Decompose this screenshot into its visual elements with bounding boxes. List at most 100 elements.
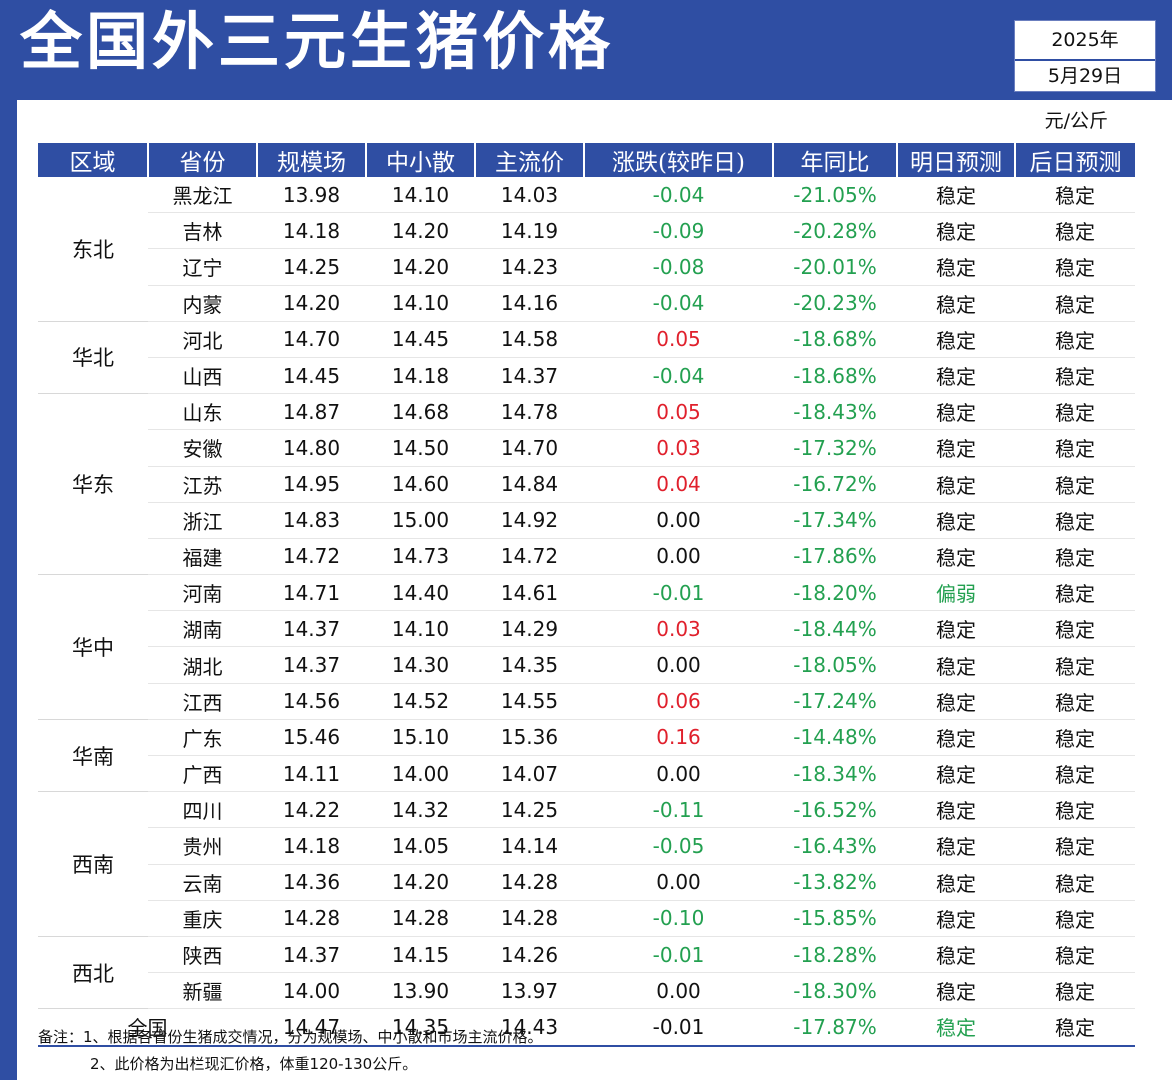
mainstream-cell: 14.29 <box>475 610 584 648</box>
date-day: 5月29日 <box>1047 65 1123 87</box>
table-row: 浙江 14.83 15.00 14.92 0.00 -17.34% 稳定 稳定 <box>38 502 1135 539</box>
yoy-cell: -16.52% <box>773 791 897 829</box>
region-cell: 华东 <box>38 393 148 576</box>
header-forecast-tomorrow: 明日预测 <box>896 143 1015 177</box>
forecast-next-cell: 稳定 <box>1015 466 1135 503</box>
mainstream-cell: 14.23 <box>475 248 584 286</box>
national-label-cell: 全国 <box>38 1008 257 1047</box>
table-row: 华北 河北 14.70 14.45 14.58 0.05 -18.68% 稳定 稳定 <box>38 321 1135 395</box>
table-row: 新疆 14.00 13.90 13.97 0.00 -18.30% 稳定 稳定 <box>38 972 1135 1010</box>
small-farm-cell: 14.73 <box>366 538 475 576</box>
forecast-tomorrow-cell: 稳定 <box>897 538 1015 576</box>
mainstream-cell: 14.61 <box>475 574 584 612</box>
mainstream-cell: 14.72 <box>475 538 584 576</box>
table-row: 辽宁 14.25 14.20 14.23 -0.08 -20.01% 稳定 稳定 <box>38 248 1135 286</box>
table-row: 东北 黑龙江 13.98 14.10 14.03 -0.04 -21.05% 稳定 稳定 <box>38 177 1135 322</box>
mainstream-cell: 14.35 <box>475 646 584 684</box>
province-cell: 湖北 <box>148 646 257 684</box>
yoy-cell: -18.43% <box>773 393 897 431</box>
change-cell: 0.06 <box>584 683 773 720</box>
small-farm-cell: 14.10 <box>366 285 475 322</box>
yoy-cell: -17.86% <box>773 538 897 576</box>
yoy-cell: -18.34% <box>773 755 897 793</box>
yoy-cell: -13.82% <box>773 864 897 901</box>
province-cell: 广东 <box>148 719 257 757</box>
forecast-next-cell: 稳定 <box>1015 864 1135 901</box>
forecast-tomorrow-cell: 稳定 <box>897 248 1015 286</box>
province-cell: 河南 <box>148 574 257 612</box>
small-farm-cell: 15.00 <box>366 502 475 539</box>
forecast-next-cell: 稳定 <box>1015 285 1135 322</box>
province-cell: 吉林 <box>148 212 257 250</box>
forecast-next-cell: 稳定 <box>1015 357 1135 395</box>
price-table: 区域 省份 规模场 中小散 主流价 涨跌(较昨日) 年同比 明日预测 后日预测 … <box>38 143 1135 1047</box>
small-farm-cell: 14.30 <box>366 646 475 684</box>
small-farm-cell: 14.18 <box>366 357 475 395</box>
table-row: 云南 14.36 14.20 14.28 0.00 -13.82% 稳定 稳定 <box>38 864 1135 901</box>
yoy-cell: -20.23% <box>773 285 897 322</box>
province-cell: 辽宁 <box>148 248 257 286</box>
forecast-next-cell: 稳定 <box>1015 791 1135 829</box>
province-cell: 新疆 <box>148 972 257 1010</box>
yoy-cell: -18.30% <box>773 972 897 1010</box>
forecast-next-cell: 稳定 <box>1015 755 1135 793</box>
forecast-tomorrow-cell: 稳定 <box>897 972 1015 1010</box>
yoy-cell: -17.32% <box>773 429 897 467</box>
province-cell: 广西 <box>148 755 257 793</box>
mainstream-cell: 13.97 <box>475 972 584 1010</box>
forecast-next-cell: 稳定 <box>1015 574 1135 612</box>
mainstream-cell: 14.19 <box>475 212 584 250</box>
date-year: 2025年 <box>1015 21 1155 61</box>
forecast-next-cell: 稳定 <box>1015 900 1135 937</box>
yoy-cell: -14.48% <box>773 719 897 757</box>
yoy-cell: -18.68% <box>773 321 897 358</box>
large-farm-cell: 14.18 <box>257 827 366 865</box>
large-farm-cell: 15.46 <box>257 719 366 757</box>
large-farm-cell: 14.25 <box>257 248 366 286</box>
national-forecast-tomorrow-cell: 稳定 <box>1015 1008 1135 1047</box>
forecast-tomorrow-cell: 稳定 <box>897 610 1015 648</box>
forecast-next-cell: 稳定 <box>1015 212 1135 250</box>
change-cell: 0.00 <box>584 538 773 576</box>
change-cell: 0.00 <box>584 864 773 901</box>
province-cell: 黑龙江 <box>148 177 257 214</box>
yoy-cell: -18.68% <box>773 357 897 395</box>
small-farm-cell: 14.32 <box>366 791 475 829</box>
region-cell: 华中 <box>38 574 148 720</box>
table-row: 江苏 14.95 14.60 14.84 0.04 -16.72% 稳定 稳定 <box>38 466 1135 503</box>
small-farm-cell: 13.90 <box>366 972 475 1010</box>
province-cell: 四川 <box>148 791 257 829</box>
table-row: 吉林 14.18 14.20 14.19 -0.09 -20.28% 稳定 稳定 <box>38 212 1135 250</box>
forecast-tomorrow-cell: 稳定 <box>897 791 1015 829</box>
large-farm-cell: 14.28 <box>257 900 366 937</box>
national-change-cell: -17.87% <box>773 1008 897 1047</box>
small-farm-cell: 14.10 <box>366 177 475 214</box>
forecast-next-cell: 稳定 <box>1015 248 1135 286</box>
large-farm-cell: 14.22 <box>257 791 366 829</box>
small-farm-cell: 14.00 <box>366 755 475 793</box>
national-yoy-cell: 稳定 <box>897 1008 1015 1047</box>
mainstream-cell: 14.55 <box>475 683 584 720</box>
region-cell: 华北 <box>38 321 148 395</box>
mainstream-cell: 14.28 <box>475 864 584 901</box>
forecast-tomorrow-cell: 稳定 <box>897 683 1015 720</box>
mainstream-cell: 14.84 <box>475 466 584 503</box>
forecast-next-cell: 稳定 <box>1015 429 1135 467</box>
small-farm-cell: 14.20 <box>366 212 475 250</box>
forecast-tomorrow-cell: 偏弱 <box>897 574 1015 612</box>
header-change: 涨跌(较昨日) <box>583 143 773 177</box>
table-row: 重庆 14.28 14.28 14.28 -0.10 -15.85% 稳定 稳定 <box>38 900 1135 937</box>
mainstream-cell: 14.14 <box>475 827 584 865</box>
large-farm-cell: 14.20 <box>257 285 366 322</box>
change-cell: -0.10 <box>584 900 773 937</box>
mainstream-cell: 15.36 <box>475 719 584 757</box>
table-row: 西南 四川 14.22 14.32 14.25 -0.11 -16.52% 稳定 稳定 <box>38 791 1135 937</box>
note-1: 备注：1、根据各省份生猪成交情况，分为规模场、中小散和市场主流价格。 <box>38 1028 543 1046</box>
forecast-tomorrow-cell: 稳定 <box>897 357 1015 395</box>
mainstream-cell: 14.58 <box>475 321 584 358</box>
table-row: 江西 14.56 14.52 14.55 0.06 -17.24% 稳定 稳定 <box>38 683 1135 720</box>
change-cell: 0.00 <box>584 646 773 684</box>
yoy-cell: -18.05% <box>773 646 897 684</box>
yoy-cell: -18.28% <box>773 936 897 974</box>
change-cell: 0.00 <box>584 755 773 793</box>
